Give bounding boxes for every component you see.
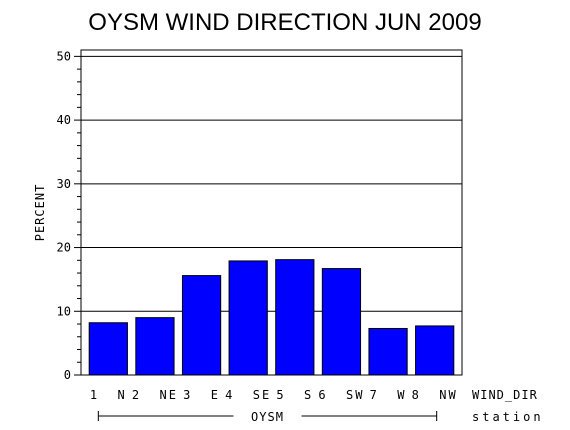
station-group-label: OYSM [251,410,284,424]
x-tick-label: 8 NW [412,388,458,402]
x-tick-label: 6 SW [318,388,364,402]
y-tick-label: 30 [57,177,71,191]
x-tick-label: 7 W [370,388,407,402]
x-tick-label: 3 E [183,388,220,402]
bar [368,327,408,376]
bars [88,259,455,376]
y-axis: 0 10 20 30 40 50 [57,49,81,382]
y-tick-label: 40 [57,113,71,127]
bar [181,275,222,376]
chart-title: OYSM WIND DIRECTION JUN 2009 [88,9,481,36]
y-tick-label: 10 [57,304,71,318]
x-axis-label: WIND_DIR [472,388,538,402]
station-group: OYSM [97,410,438,424]
x-tick-label: 5 S [276,388,313,402]
bar [135,317,175,376]
x-tick-label: 4 SE [225,388,271,402]
x-tick-label: 2 NE [132,388,178,402]
bar [415,325,455,376]
grid-lines [81,55,462,312]
y-tick-label: 0 [64,368,71,382]
y-tick-label: 50 [57,49,71,63]
bar [228,260,268,376]
x-tick-label: 1 N [90,388,127,402]
x-axis: 1 N 2 NE 3 E 4 SE 5 S 6 SW 7 W 8 NW [90,388,458,402]
plot-frame [80,49,463,376]
y-tick-label: 20 [57,241,71,255]
bar [88,322,128,376]
bar [321,268,362,376]
station-axis-label: station [472,410,544,424]
bar [275,259,315,376]
y-axis-label: PERCENT [33,184,47,242]
